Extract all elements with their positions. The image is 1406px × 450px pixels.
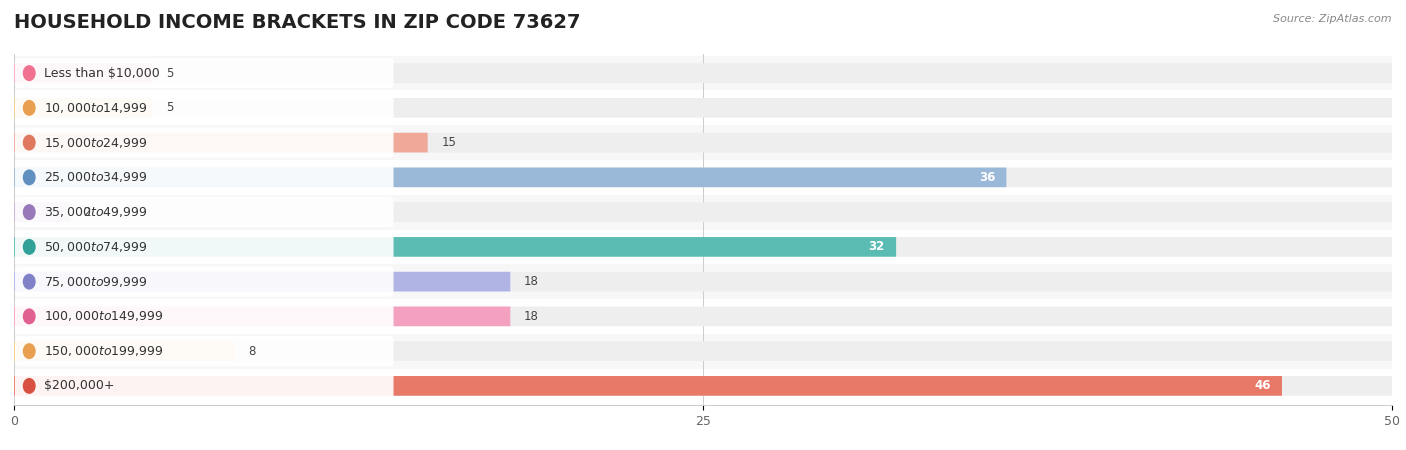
Circle shape (24, 101, 35, 115)
FancyBboxPatch shape (14, 264, 1392, 299)
FancyBboxPatch shape (14, 306, 510, 326)
Circle shape (24, 239, 35, 254)
Text: 18: 18 (524, 275, 538, 288)
Circle shape (24, 135, 35, 150)
Circle shape (24, 378, 35, 393)
Text: 15: 15 (441, 136, 456, 149)
Text: $50,000 to $74,999: $50,000 to $74,999 (45, 240, 148, 254)
Text: 2: 2 (83, 206, 90, 219)
FancyBboxPatch shape (14, 341, 1392, 361)
Circle shape (24, 66, 35, 81)
Text: 46: 46 (1254, 379, 1271, 392)
FancyBboxPatch shape (14, 376, 1392, 396)
Text: $35,000 to $49,999: $35,000 to $49,999 (45, 205, 148, 219)
FancyBboxPatch shape (14, 98, 152, 118)
Text: $150,000 to $199,999: $150,000 to $199,999 (45, 344, 163, 358)
Text: $25,000 to $34,999: $25,000 to $34,999 (45, 171, 148, 184)
FancyBboxPatch shape (14, 202, 69, 222)
FancyBboxPatch shape (15, 336, 394, 366)
FancyBboxPatch shape (14, 133, 1392, 153)
FancyBboxPatch shape (14, 195, 1392, 230)
FancyBboxPatch shape (15, 301, 394, 332)
Circle shape (24, 170, 35, 184)
Text: $75,000 to $99,999: $75,000 to $99,999 (45, 274, 148, 288)
FancyBboxPatch shape (14, 125, 1392, 160)
Text: 18: 18 (524, 310, 538, 323)
FancyBboxPatch shape (14, 167, 1007, 187)
Text: HOUSEHOLD INCOME BRACKETS IN ZIP CODE 73627: HOUSEHOLD INCOME BRACKETS IN ZIP CODE 73… (14, 14, 581, 32)
FancyBboxPatch shape (15, 162, 394, 193)
Text: Less than $10,000: Less than $10,000 (45, 67, 160, 80)
FancyBboxPatch shape (14, 56, 1392, 90)
FancyBboxPatch shape (15, 232, 394, 262)
FancyBboxPatch shape (14, 272, 1392, 292)
Circle shape (24, 344, 35, 358)
FancyBboxPatch shape (14, 63, 152, 83)
FancyBboxPatch shape (14, 202, 1392, 222)
FancyBboxPatch shape (14, 160, 1392, 195)
Text: 5: 5 (166, 67, 173, 80)
FancyBboxPatch shape (14, 133, 427, 153)
FancyBboxPatch shape (14, 98, 1392, 118)
FancyBboxPatch shape (14, 369, 1392, 403)
FancyBboxPatch shape (15, 197, 394, 227)
FancyBboxPatch shape (14, 341, 235, 361)
Text: 5: 5 (166, 101, 173, 114)
FancyBboxPatch shape (14, 306, 1392, 326)
Circle shape (24, 205, 35, 220)
FancyBboxPatch shape (15, 93, 394, 123)
FancyBboxPatch shape (15, 371, 394, 401)
FancyBboxPatch shape (14, 167, 1392, 187)
FancyBboxPatch shape (15, 58, 394, 88)
FancyBboxPatch shape (14, 63, 1392, 83)
FancyBboxPatch shape (14, 299, 1392, 334)
FancyBboxPatch shape (15, 266, 394, 297)
FancyBboxPatch shape (14, 237, 1392, 256)
Text: $15,000 to $24,999: $15,000 to $24,999 (45, 135, 148, 149)
FancyBboxPatch shape (15, 127, 394, 158)
Text: $10,000 to $14,999: $10,000 to $14,999 (45, 101, 148, 115)
FancyBboxPatch shape (14, 90, 1392, 125)
FancyBboxPatch shape (14, 334, 1392, 369)
Text: 8: 8 (249, 345, 256, 358)
FancyBboxPatch shape (14, 376, 1282, 396)
FancyBboxPatch shape (14, 272, 510, 292)
FancyBboxPatch shape (14, 237, 896, 256)
Text: 32: 32 (869, 240, 884, 253)
Circle shape (24, 309, 35, 324)
Text: Source: ZipAtlas.com: Source: ZipAtlas.com (1274, 14, 1392, 23)
Text: 36: 36 (979, 171, 995, 184)
Text: $200,000+: $200,000+ (45, 379, 115, 392)
Text: $100,000 to $149,999: $100,000 to $149,999 (45, 310, 163, 324)
Circle shape (24, 274, 35, 289)
FancyBboxPatch shape (14, 230, 1392, 264)
